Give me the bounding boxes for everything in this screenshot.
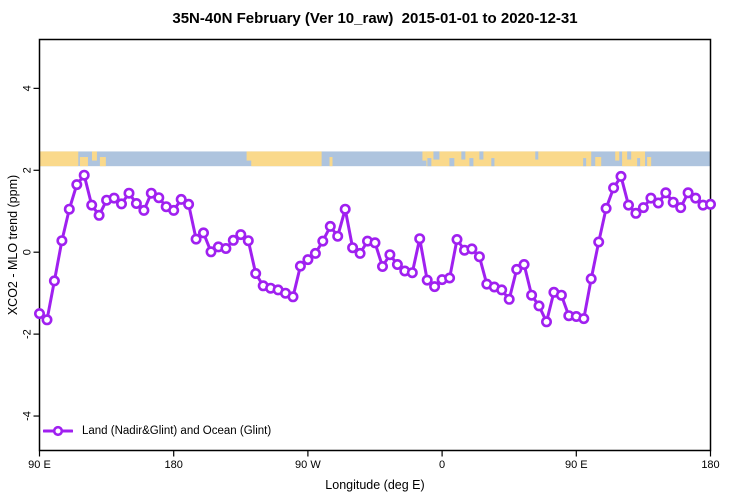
legend-series-symbol xyxy=(43,425,73,437)
svg-text:90 E: 90 E xyxy=(28,459,51,471)
data-series-markers xyxy=(33,169,716,328)
svg-text:90 E: 90 E xyxy=(565,459,588,471)
svg-text:90 W: 90 W xyxy=(295,459,321,471)
svg-text:0: 0 xyxy=(22,249,34,255)
plot-box xyxy=(38,38,712,452)
surface-type-band xyxy=(39,151,711,167)
svg-text:0: 0 xyxy=(439,459,445,471)
legend: Land (Nadir&Glint) and Ocean (Glint) xyxy=(43,425,271,437)
x-axis-label: Longitude (deg E) xyxy=(325,478,425,492)
svg-text:-4: -4 xyxy=(22,411,34,421)
chart-title: 35N-40N February (Ver 10_raw) 2015-01-01… xyxy=(172,10,578,27)
svg-text:180: 180 xyxy=(165,459,183,471)
svg-text:4: 4 xyxy=(22,85,34,91)
x-axis-ticks: 90 E 180 90 W 0 90 E 180 xyxy=(28,450,720,471)
svg-text:2: 2 xyxy=(22,167,34,173)
legend-label: Land (Nadir&Glint) and Ocean (Glint) xyxy=(82,425,272,437)
y-axis-ticks: 4 2 0 -2 -4 xyxy=(22,85,40,421)
y-axis-label: XCO2 - MLO trend (ppm) xyxy=(6,174,20,316)
data-series-line xyxy=(38,173,712,324)
svg-text:180: 180 xyxy=(701,459,719,471)
svg-text:-2: -2 xyxy=(22,329,34,339)
